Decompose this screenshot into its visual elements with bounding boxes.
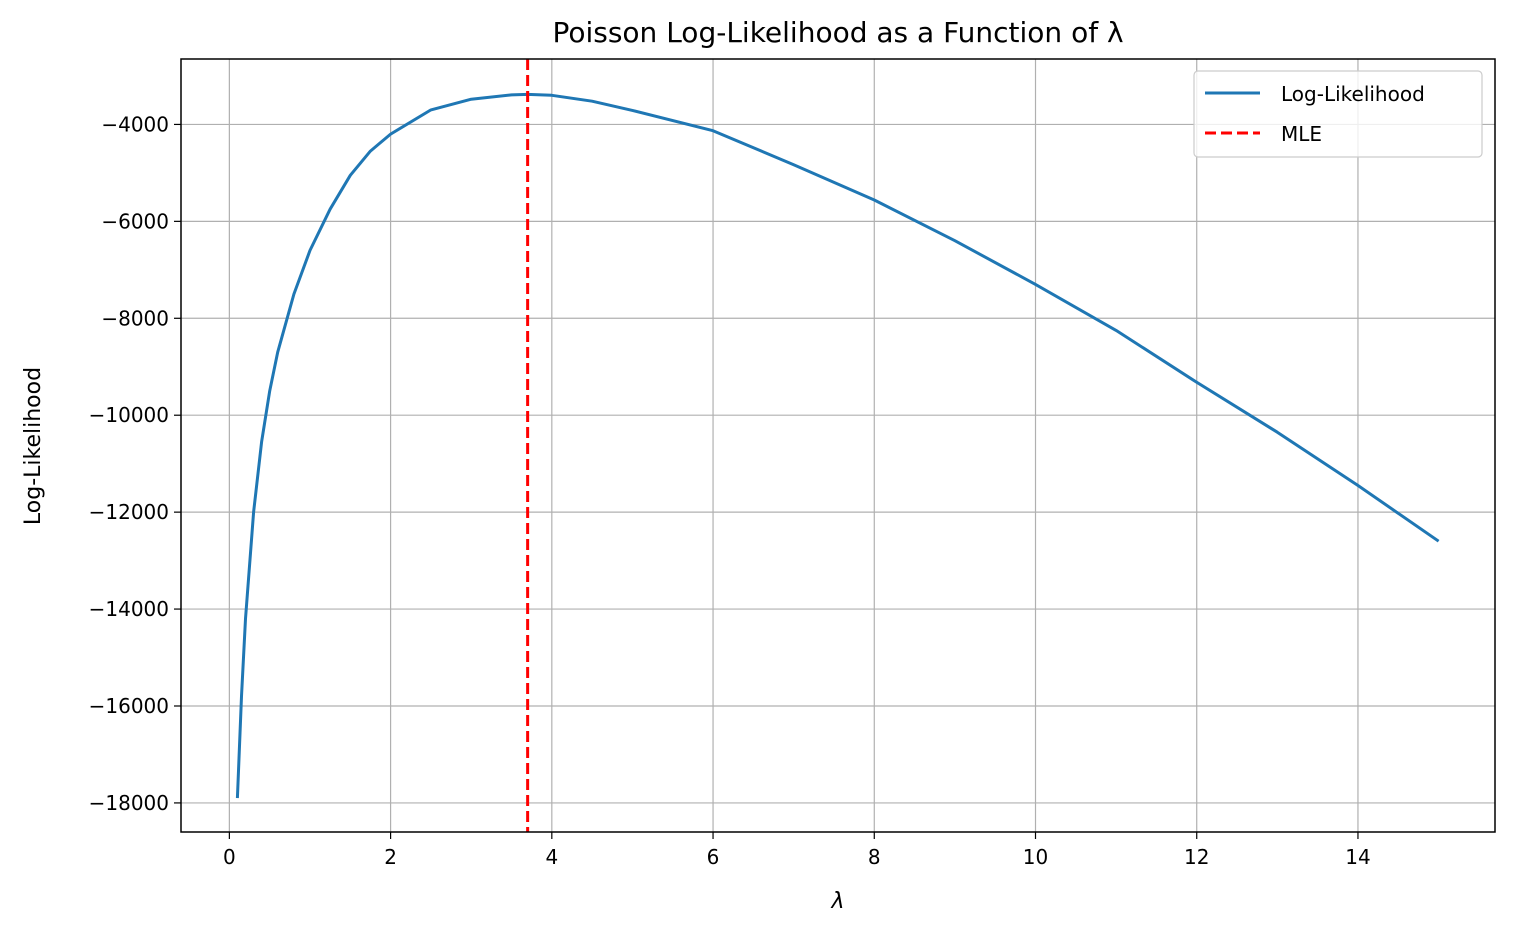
y-tick-label: −12000 xyxy=(89,500,169,524)
grid xyxy=(181,59,1495,832)
x-tick-label: 0 xyxy=(223,845,236,869)
chart-title: Poisson Log-Likelihood as a Function of … xyxy=(552,16,1123,49)
plot-lines xyxy=(235,59,1440,832)
x-axis: 0 2 4 6 8 10 12 14 xyxy=(223,832,1371,869)
series-line-log-likelihood xyxy=(235,92,1440,799)
y-tick-label: −16000 xyxy=(89,694,169,718)
legend-label-log-likelihood: Log-Likelihood xyxy=(1281,82,1425,106)
x-axis-label: λ xyxy=(830,889,844,914)
x-tick-label: 2 xyxy=(384,845,397,869)
y-tick-label: −6000 xyxy=(101,209,169,233)
x-tick-label: 8 xyxy=(868,845,881,869)
legend-label-mle: MLE xyxy=(1281,122,1322,146)
y-tick-label: −10000 xyxy=(89,403,169,427)
x-tick-label: 12 xyxy=(1184,845,1209,869)
legend-box xyxy=(1193,70,1483,158)
x-tick-label: 4 xyxy=(545,845,558,869)
y-axis-label: Log-Likelihood xyxy=(21,367,46,525)
y-tick-label: −18000 xyxy=(89,791,169,815)
y-axis: −4000 −6000 −8000 −10000 −12000 −14000 −16000 −… xyxy=(89,112,181,815)
y-tick-label: −4000 xyxy=(101,112,169,136)
y-tick-label: −8000 xyxy=(101,306,169,330)
y-tick-label: −14000 xyxy=(89,597,169,621)
plot-frame xyxy=(180,58,1496,833)
x-tick-label: 10 xyxy=(1023,845,1048,869)
x-tick-label: 6 xyxy=(707,845,720,869)
legend: Log-Likelihood MLE xyxy=(1193,70,1483,158)
x-tick-label: 14 xyxy=(1345,845,1370,869)
